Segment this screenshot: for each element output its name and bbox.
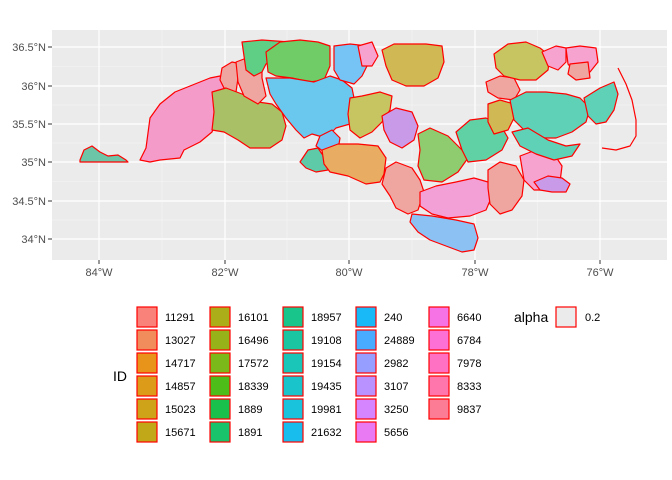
region-olive-ne: [493, 41, 551, 81]
legend-label: 19154: [311, 358, 342, 370]
region-salmon-ne: [485, 75, 521, 101]
x-tick-label: 78°W: [461, 267, 489, 279]
legend-swatch: [355, 352, 377, 374]
region-green-central: [417, 127, 469, 183]
region-pink-south: [419, 177, 493, 219]
legend-alpha-label: 0.2: [585, 312, 600, 324]
region-olive-central: [347, 91, 393, 139]
legend-label: 19108: [311, 335, 342, 347]
region-pink-ne-top: [541, 45, 567, 71]
x-tick-label: 76°W: [586, 267, 614, 279]
regions: [79, 39, 637, 253]
legend-label: 15023: [165, 404, 196, 416]
legend-swatch: [136, 421, 158, 443]
x-tick-label: 82°W: [211, 267, 239, 279]
legend-label: 24889: [384, 335, 415, 347]
legend-swatch: [428, 398, 450, 420]
legend-label: 2982: [384, 358, 408, 370]
legend-label: 16101: [238, 312, 269, 324]
region-salmon-ne-small: [567, 61, 591, 81]
legend-swatch: [428, 352, 450, 374]
legend-label: 7978: [457, 358, 481, 370]
x-tick-label: 80°W: [335, 267, 363, 279]
legend-swatch: [428, 375, 450, 397]
legend-label: 13027: [165, 335, 196, 347]
legend-swatch: [136, 329, 158, 351]
legend-swatch: [355, 398, 377, 420]
legend-label: 240: [384, 312, 402, 324]
region-olive-east: [487, 99, 515, 135]
legend-swatch: [209, 329, 231, 351]
y-tick-label: 36.5°N: [12, 42, 46, 54]
legend-swatch: [355, 306, 377, 328]
x-tick-label: 84°W: [85, 267, 113, 279]
legend-alpha-swatch: [555, 306, 577, 328]
legend-alpha-title: alpha: [514, 309, 548, 325]
legend-swatch: [282, 375, 304, 397]
legend-label: 19981: [311, 404, 342, 416]
y-tick-label: 34°N: [21, 234, 46, 246]
legend-id-title: ID: [113, 368, 127, 384]
legend-swatch: [209, 352, 231, 374]
region-lavender-central: [381, 107, 419, 149]
region-green-north: [265, 39, 331, 83]
legend-label: 16496: [238, 335, 269, 347]
legend-swatch: [355, 329, 377, 351]
legend-swatch: [428, 329, 450, 351]
legend-label: 19435: [311, 381, 342, 393]
legend-label: 3250: [384, 404, 408, 416]
legend-swatch: [355, 421, 377, 443]
legend-label: 14857: [165, 381, 196, 393]
y-tick-label: 36°N: [21, 81, 46, 93]
legend-swatch: [136, 352, 158, 374]
legend-swatch: [282, 352, 304, 374]
region-west-strip: [79, 145, 129, 163]
legend-label: 1889: [238, 404, 262, 416]
legend-swatch: [282, 398, 304, 420]
legend-swatch: [282, 306, 304, 328]
legend-swatch: [209, 375, 231, 397]
region-orange-central: [321, 143, 387, 185]
legend-label: 14717: [165, 358, 196, 370]
legend-swatch: [209, 398, 231, 420]
legend-swatch: [136, 398, 158, 420]
legend-label: 8333: [457, 381, 481, 393]
region-blue-south: [409, 213, 479, 253]
legend-swatch: [282, 329, 304, 351]
legend-swatch: [136, 375, 158, 397]
legend-label: 6784: [457, 335, 481, 347]
region-coast-line: [601, 67, 637, 151]
legend-label: 3107: [384, 381, 408, 393]
y-tick-label: 34.5°N: [12, 196, 46, 208]
legend-label: 18957: [311, 312, 342, 324]
legend-swatch: [282, 421, 304, 443]
legend-swatch: [209, 421, 231, 443]
legend-label: 5656: [384, 427, 408, 439]
legend-label: 15671: [165, 427, 196, 439]
legend: ID 11291 13027 14717 14857 15023 15671 16101 164…: [113, 306, 600, 443]
region-salmon-se: [487, 161, 525, 215]
legend-swatch: [209, 306, 231, 328]
legend-label: 21632: [311, 427, 342, 439]
legend-label: 17572: [238, 358, 269, 370]
region-pink-north: [357, 41, 379, 67]
legend-label: 9837: [457, 404, 481, 416]
legend-label: 1891: [238, 427, 262, 439]
y-tick-label: 35°N: [21, 157, 46, 169]
region-sky-large: [265, 75, 357, 139]
axes: 84°W 82°W 80°W 78°W 76°W 36.5°N 36°N 35.5°N 35°N…: [12, 42, 614, 279]
region-olive-ne-central: [381, 43, 445, 87]
legend-swatch: [428, 306, 450, 328]
legend-label: 18339: [238, 381, 269, 393]
legend-swatch: [136, 306, 158, 328]
legend-swatch: [355, 375, 377, 397]
region-lavender-se: [533, 175, 571, 193]
legend-label: 6640: [457, 312, 481, 324]
y-tick-label: 35.5°N: [12, 119, 46, 131]
region-teal-east-lower: [511, 127, 581, 161]
region-teal-obx: [583, 81, 619, 125]
legend-label: 11291: [165, 312, 195, 324]
